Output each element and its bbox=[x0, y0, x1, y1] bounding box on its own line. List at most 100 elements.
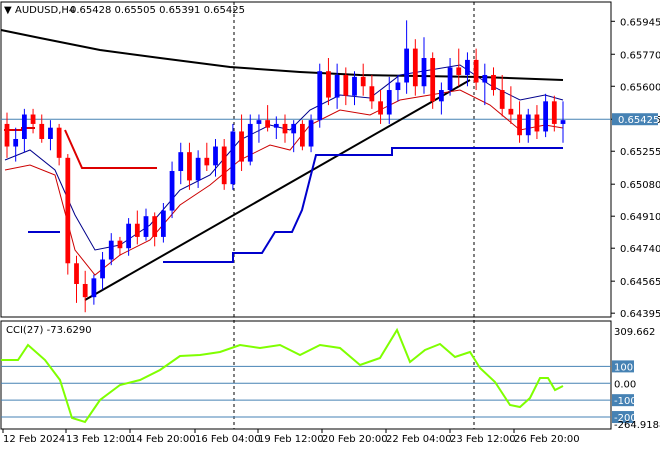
time-label: 12 Feb 2024 bbox=[3, 434, 65, 445]
candle-body bbox=[447, 67, 453, 91]
candle-body bbox=[39, 123, 45, 139]
cci-panel bbox=[0, 320, 612, 430]
candle-body bbox=[30, 114, 36, 124]
ohlc-values: 0.65428 0.65505 0.65391 0.65425 bbox=[70, 5, 245, 16]
cci-tick-label: 309.662 bbox=[614, 327, 655, 338]
price-tick-label: 0.65255 bbox=[620, 147, 660, 158]
candle-body bbox=[299, 123, 305, 147]
price-tick-label: 0.64395 bbox=[620, 309, 660, 320]
cci-tick-label: 0.00 bbox=[614, 379, 636, 390]
time-label: 20 Feb 20:00 bbox=[322, 434, 388, 445]
candle-body bbox=[326, 71, 331, 98]
candle-body bbox=[456, 67, 462, 75]
candle-body bbox=[108, 240, 114, 260]
candle-body bbox=[221, 146, 227, 185]
price-tick-label: 0.64740 bbox=[620, 244, 660, 255]
candle-body bbox=[91, 278, 97, 298]
candle-body bbox=[517, 114, 522, 136]
price-tick-label: 0.65600 bbox=[620, 82, 660, 93]
candle-body bbox=[82, 283, 88, 298]
candle-body bbox=[473, 59, 479, 83]
time-label: 14 Feb 20:00 bbox=[130, 434, 196, 445]
candle-body bbox=[508, 108, 514, 115]
symbol-timeframe: AUDUSD,H4 bbox=[15, 5, 75, 16]
candle-body bbox=[317, 71, 323, 121]
candle-body bbox=[204, 157, 210, 166]
candle-body bbox=[117, 240, 123, 249]
candle-body bbox=[273, 123, 279, 128]
candle-body bbox=[143, 216, 149, 237]
candle-body bbox=[334, 74, 340, 98]
time-label: 13 Feb 12:00 bbox=[66, 434, 132, 445]
candle-body bbox=[152, 216, 158, 237]
candle-body bbox=[360, 76, 366, 87]
candle-body bbox=[195, 157, 201, 181]
candle-body bbox=[421, 58, 427, 87]
candle-body bbox=[430, 58, 436, 102]
candle-body bbox=[308, 120, 314, 147]
cci-tick-label: 100 bbox=[614, 362, 633, 373]
header-arrow-icon: ▼ bbox=[4, 5, 12, 16]
cci-tick-label: -264.9188 bbox=[614, 420, 660, 431]
candles bbox=[4, 20, 566, 313]
candle-body bbox=[134, 223, 140, 237]
cci-tick-label: -200 bbox=[614, 413, 637, 424]
candle-body bbox=[395, 82, 401, 91]
candle-body bbox=[4, 123, 10, 147]
cci-series bbox=[1, 327, 564, 424]
candle-body bbox=[534, 114, 540, 132]
candle-body bbox=[482, 74, 488, 83]
price-tick-label: 0.65945 bbox=[620, 17, 660, 28]
candle-body bbox=[369, 86, 375, 102]
cci-title: CCI(27) -73.6290 bbox=[6, 325, 92, 336]
cci-level-tag bbox=[612, 411, 634, 424]
time-label: 23 Feb 12:00 bbox=[450, 434, 516, 445]
candle-body bbox=[560, 120, 566, 124]
candle-body bbox=[48, 127, 53, 139]
price-tick-label: 0.65080 bbox=[620, 180, 660, 191]
candle-body bbox=[525, 114, 531, 136]
candle-body bbox=[438, 90, 444, 102]
candle-body bbox=[213, 146, 218, 166]
candle-body bbox=[126, 223, 132, 249]
cci-axis: 309.662 100 0.00 -100 -200-264.9188 bbox=[1, 327, 660, 431]
candle-body bbox=[386, 90, 392, 115]
candle-body bbox=[291, 123, 297, 134]
time-label: 19 Feb 12:00 bbox=[258, 434, 324, 445]
candle-body bbox=[247, 123, 253, 162]
candle-body bbox=[169, 171, 175, 211]
price-tick-label: 0.64910 bbox=[620, 212, 660, 223]
candle-body bbox=[343, 74, 349, 96]
candle-body bbox=[239, 131, 244, 162]
candle-body bbox=[160, 210, 166, 237]
candle-body bbox=[56, 127, 62, 158]
candle-body bbox=[74, 263, 79, 284]
time-label: 22 Feb 04:00 bbox=[386, 434, 452, 445]
trendline bbox=[84, 79, 471, 301]
candle-body bbox=[282, 123, 288, 134]
candle-body bbox=[412, 48, 418, 87]
candle-body bbox=[543, 101, 549, 132]
cci-level-tag bbox=[612, 360, 634, 373]
candle-body bbox=[100, 259, 105, 279]
resistance-line-2 bbox=[64, 129, 157, 169]
cci-tick-label: -100 bbox=[614, 396, 637, 407]
candle-body bbox=[13, 138, 19, 147]
candle-body bbox=[230, 131, 236, 185]
price-axis: 0.65945 0.65770 0.65600 0.65425 0.65255 0.650… bbox=[611, 17, 660, 320]
price-tick-label: 0.64565 bbox=[620, 277, 660, 288]
candle-body bbox=[256, 120, 262, 124]
candle-body bbox=[265, 120, 271, 128]
candle-body bbox=[65, 157, 71, 264]
price-tick-label: 0.65770 bbox=[620, 50, 660, 61]
candle-body bbox=[491, 74, 496, 91]
candle-body bbox=[551, 101, 557, 124]
candle-body bbox=[378, 101, 383, 115]
candle-body bbox=[499, 90, 505, 109]
time-label: 16 Feb 04:00 bbox=[195, 434, 261, 445]
candle-body bbox=[465, 59, 470, 75]
cci-level-tag bbox=[612, 394, 634, 407]
current-price-tag bbox=[612, 113, 658, 126]
